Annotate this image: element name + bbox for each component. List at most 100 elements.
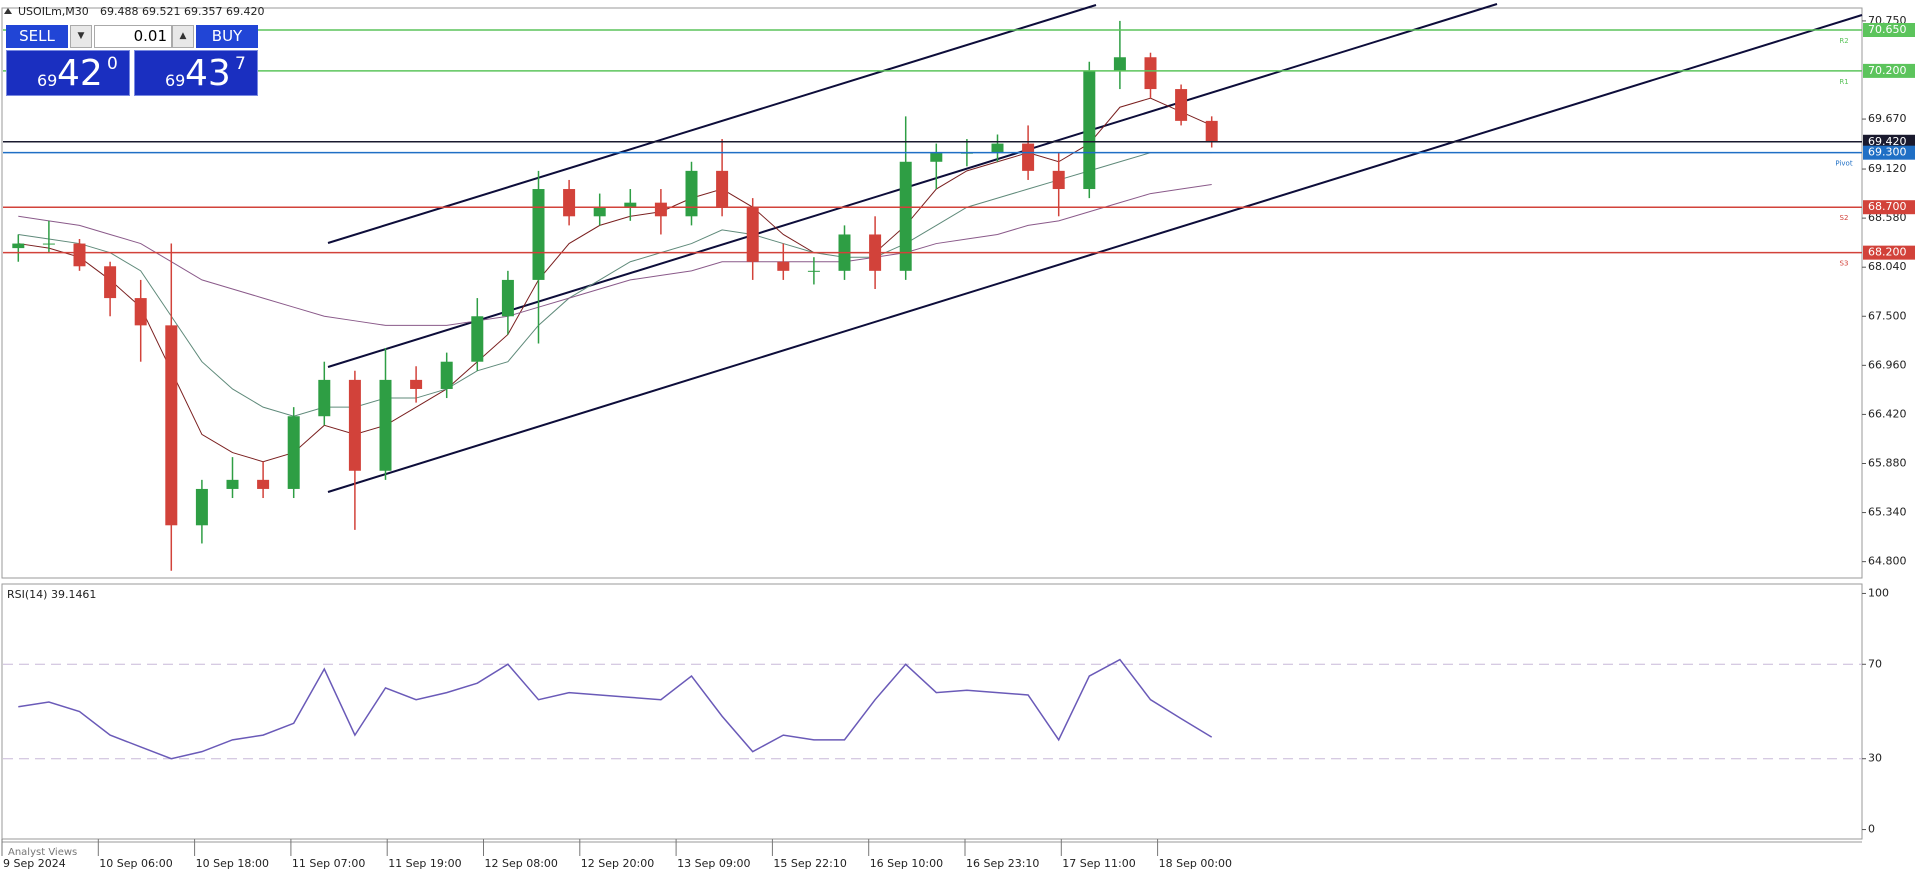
- bid-main: 42: [57, 53, 103, 94]
- y-tick-label: 68.040: [1868, 260, 1907, 273]
- candle-body: [1175, 89, 1188, 121]
- candle-body: [1144, 57, 1157, 90]
- trendline: [327, 14, 1863, 493]
- candle-body: [1052, 170, 1065, 190]
- rsi-line: [18, 658, 1213, 760]
- x-tick-label: 9 Sep 2024: [3, 857, 66, 870]
- level-label: 69.300: [1868, 146, 1907, 159]
- moving-average: [18, 152, 1212, 417]
- lot-down[interactable]: ▼: [70, 25, 92, 48]
- rsi-pane: [1, 583, 1863, 840]
- sell-button[interactable]: SELL: [6, 25, 68, 48]
- level-box: [1863, 145, 1915, 160]
- candle-body: [532, 189, 545, 280]
- ask-main: 43: [185, 53, 231, 94]
- y-tick-label: 66.420: [1868, 407, 1907, 420]
- candle-body: [348, 379, 361, 471]
- level-box: [1863, 245, 1915, 260]
- ask-big: 69: [165, 71, 186, 90]
- y-tick-label: 68.580: [1868, 211, 1907, 224]
- ask-sup: 7: [235, 54, 246, 74]
- candle-body: [134, 298, 147, 326]
- level-name: R2: [1839, 37, 1848, 45]
- candle-body: [318, 379, 331, 417]
- candle-body: [104, 266, 117, 299]
- x-tick-label: 16 Sep 10:00: [870, 857, 943, 870]
- price-pane: [1, 7, 1863, 579]
- level-box: [1863, 63, 1915, 78]
- rsi-title: RSI(14) 39.1461: [7, 588, 96, 601]
- y-tick-label: 0: [1868, 823, 1875, 836]
- level-name: S3: [1840, 260, 1849, 268]
- buy-button[interactable]: BUY: [196, 25, 258, 48]
- candle-body: [1113, 57, 1126, 71]
- candle-body: [563, 189, 576, 217]
- candle-body: [287, 416, 300, 489]
- x-tick-label: 16 Sep 23:10: [966, 857, 1039, 870]
- quote: 69.488 69.521 69.357 69.420: [100, 5, 264, 18]
- x-tick-label: 15 Sep 22:10: [773, 857, 846, 870]
- bid-price[interactable]: 69 42 0: [6, 50, 130, 96]
- candle-body: [410, 379, 423, 389]
- moving-average: [18, 183, 1212, 326]
- x-tick-label: 12 Sep 20:00: [581, 857, 654, 870]
- x-tick-label: 17 Sep 11:00: [1062, 857, 1135, 870]
- trendline: [327, 4, 1097, 244]
- y-tick-label: 66.960: [1868, 358, 1907, 371]
- candle-body: [716, 170, 729, 208]
- y-tick-label: 65.880: [1868, 456, 1907, 469]
- candle-body: [226, 479, 239, 489]
- candle-body: [440, 361, 453, 389]
- x-tick-label: 13 Sep 09:00: [677, 857, 750, 870]
- level-name: S2: [1840, 214, 1849, 222]
- level-label: 68.200: [1868, 246, 1907, 259]
- x-tick-label: 11 Sep 07:00: [292, 857, 365, 870]
- candle-body: [777, 261, 790, 271]
- bid-sup: 0: [107, 54, 118, 74]
- level-name: R1: [1839, 78, 1848, 86]
- candle-body: [624, 202, 637, 208]
- candle-body: [73, 243, 86, 267]
- level-box: [1863, 200, 1915, 215]
- candle-body: [685, 170, 698, 217]
- candle-body: [42, 243, 55, 245]
- candle-body: [991, 143, 1004, 153]
- level-label: 70.200: [1868, 64, 1907, 77]
- candle-body: [899, 161, 912, 271]
- bid-big: 69: [37, 71, 58, 90]
- x-tick-label: 12 Sep 08:00: [485, 857, 558, 870]
- level-label: 68.700: [1868, 200, 1907, 213]
- candle-body: [12, 243, 25, 249]
- candle-body: [379, 379, 392, 471]
- candle-body: [746, 207, 759, 262]
- candle-body: [1205, 120, 1218, 142]
- lot-input[interactable]: 0.01: [94, 25, 172, 48]
- candle-body: [165, 325, 178, 526]
- candle-body: [195, 488, 208, 526]
- y-tick-label: 64.800: [1868, 555, 1907, 568]
- moving-average: [18, 97, 1212, 463]
- y-tick-label: 65.340: [1868, 506, 1907, 519]
- candle-body: [593, 207, 606, 217]
- candle-body: [501, 279, 514, 317]
- lot-up[interactable]: ▲: [172, 25, 194, 48]
- level-name: Pivot: [1835, 160, 1852, 168]
- x-tick-label: 11 Sep 19:00: [388, 857, 461, 870]
- candle-body: [257, 479, 270, 489]
- level-box: [1863, 134, 1915, 149]
- y-tick-label: 67.500: [1868, 309, 1907, 322]
- x-tick-label: 10 Sep 06:00: [99, 857, 172, 870]
- y-tick-label: 70: [1868, 657, 1882, 670]
- candle-body: [930, 152, 943, 162]
- y-tick-label: 30: [1868, 752, 1882, 765]
- candle-body: [471, 316, 484, 362]
- candle-body: [654, 202, 667, 217]
- candle-body: [1022, 143, 1035, 171]
- symbol-icon: [4, 8, 12, 14]
- symbol: USOILm,M30: [18, 5, 89, 18]
- ask-price[interactable]: 69 43 7: [134, 50, 258, 96]
- y-tick-label: 69.120: [1868, 162, 1907, 175]
- level-box: [1863, 22, 1915, 37]
